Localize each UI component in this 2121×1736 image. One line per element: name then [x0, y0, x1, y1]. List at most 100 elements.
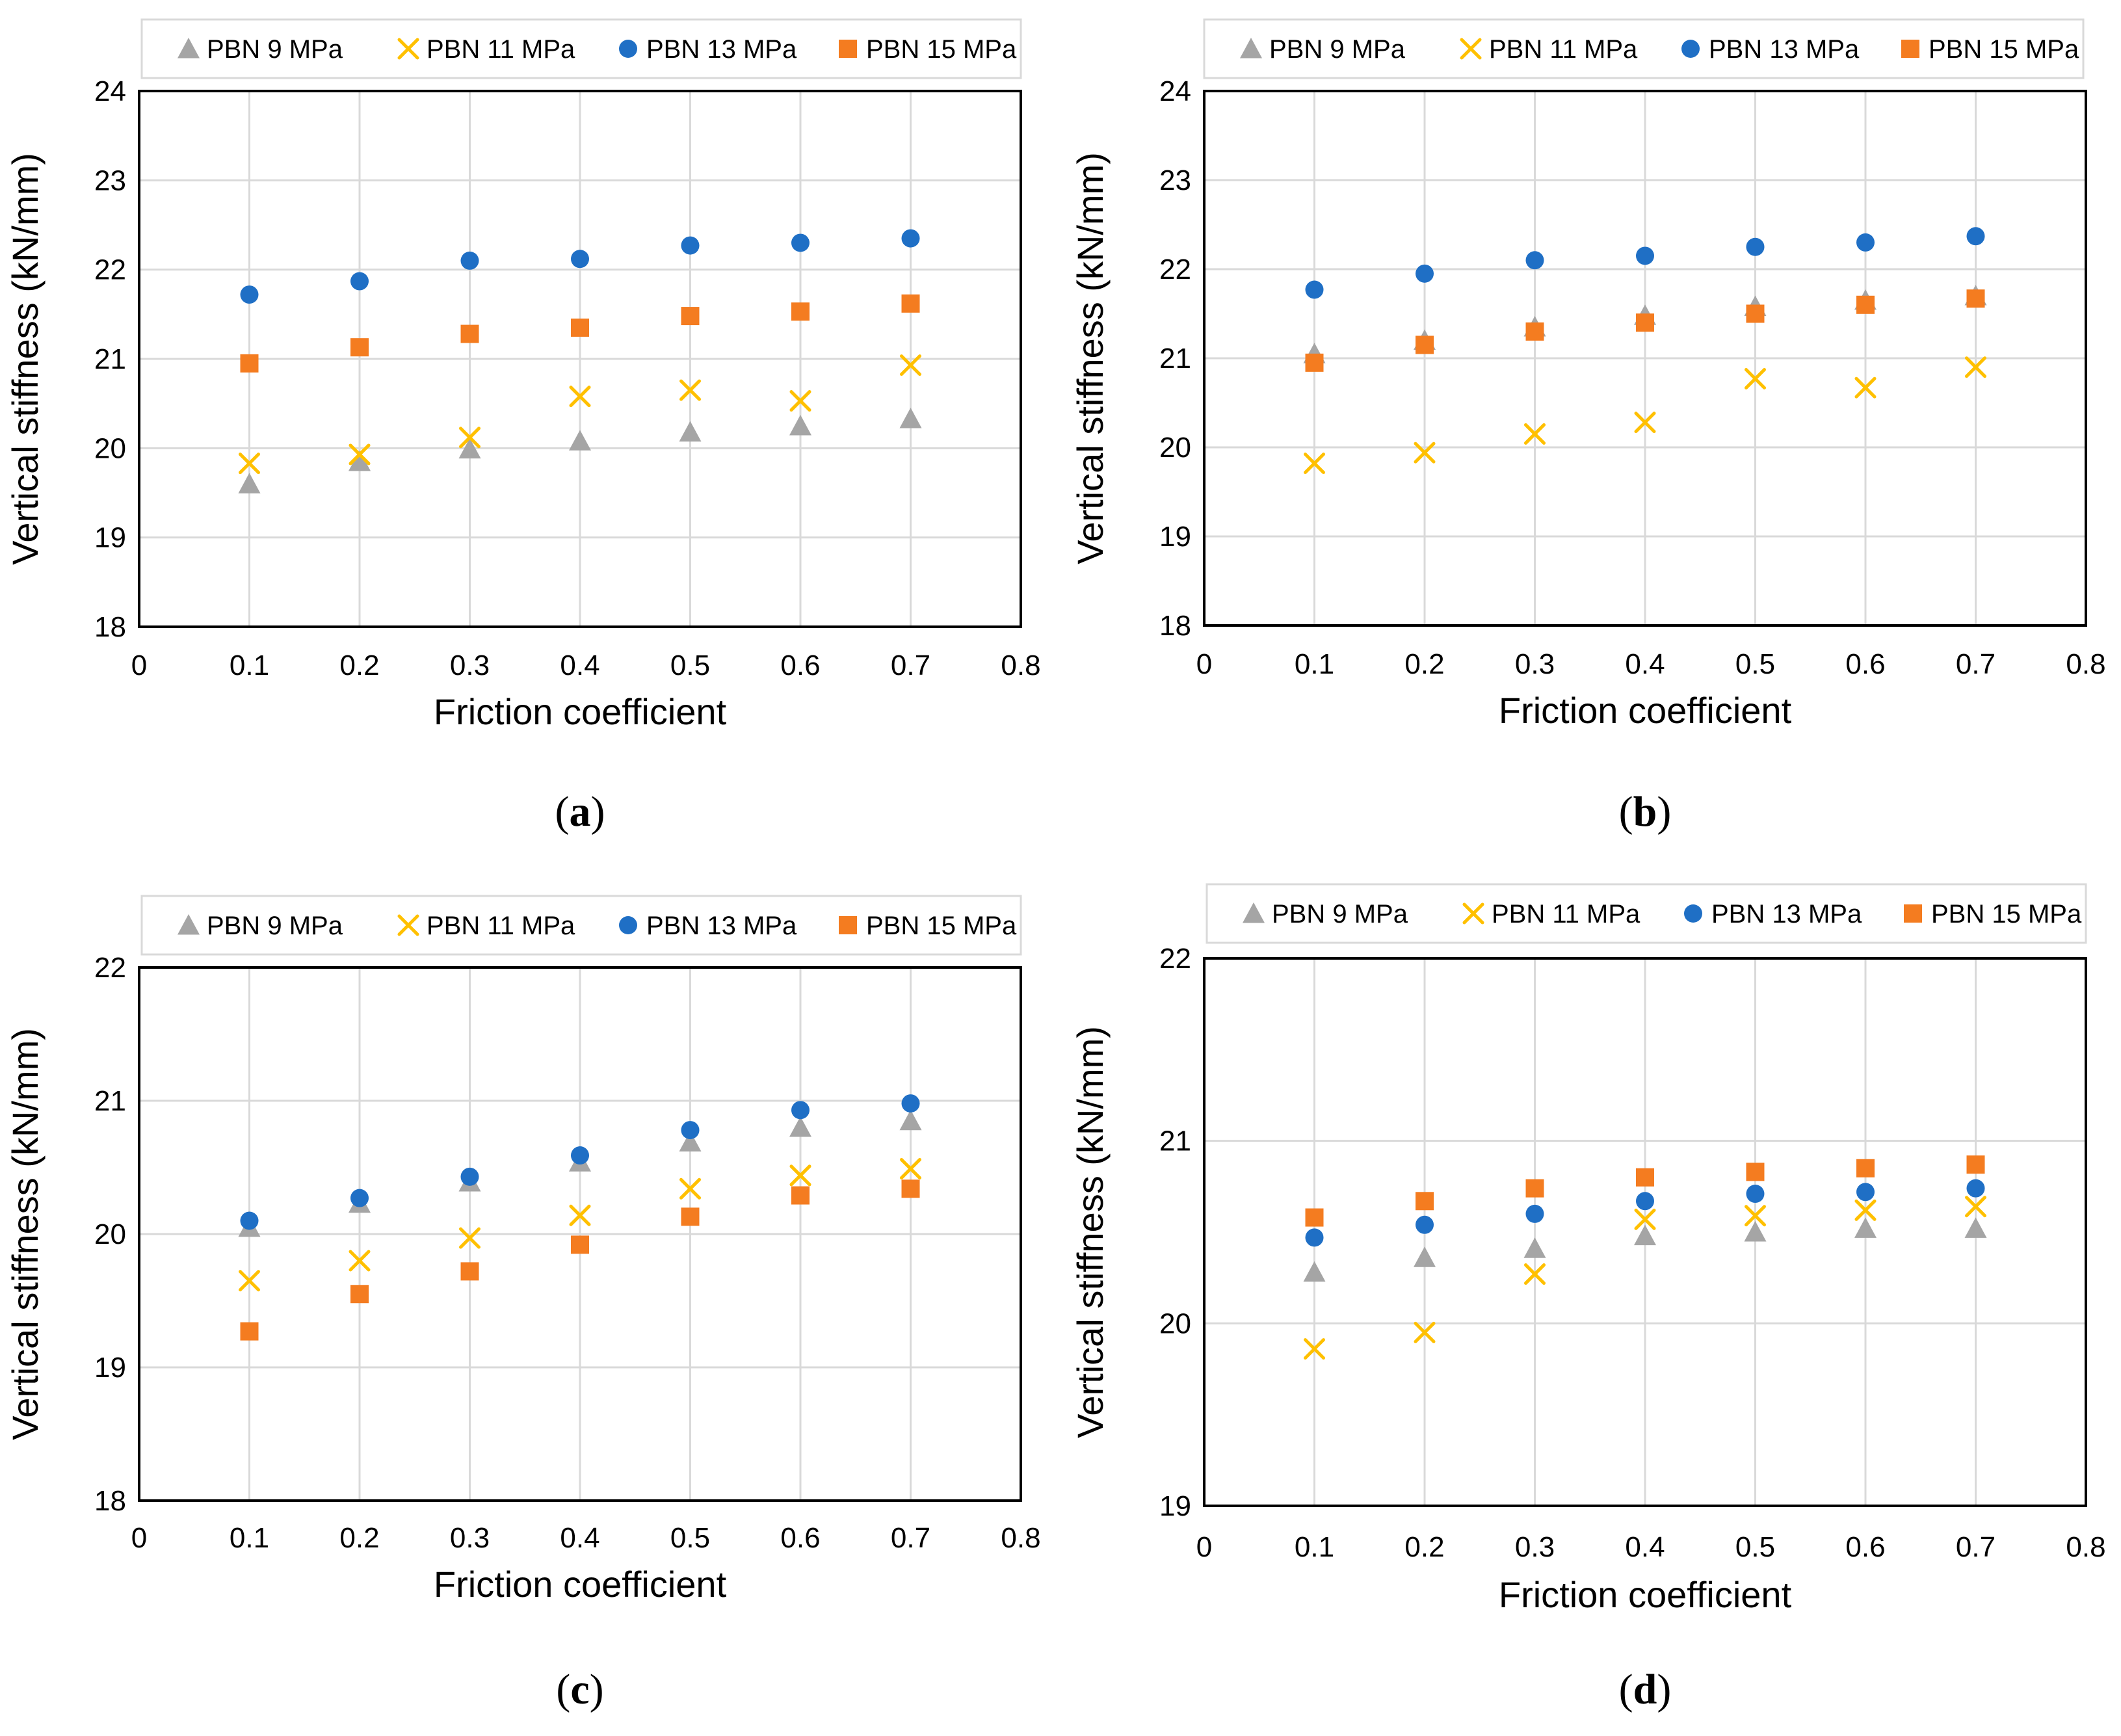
marker-stroke [569, 386, 591, 408]
x-tick-label: 0.4 [1625, 648, 1665, 680]
data-point [789, 1116, 811, 1137]
y-tick-label: 18 [94, 611, 126, 643]
x-axis-title: Friction coefficient [1499, 690, 1792, 731]
x-tick-label: 0 [131, 1522, 147, 1554]
legend-marker [1243, 902, 1265, 923]
data-point [901, 294, 920, 313]
x-axis-title: Friction coefficient [1499, 1574, 1792, 1615]
data-point [240, 354, 259, 373]
x-tick-label: 0.1 [230, 650, 269, 681]
panel-label-close: ) [1657, 788, 1671, 835]
data-point [1305, 1208, 1324, 1227]
data-point [349, 443, 371, 466]
plot-area-frame [1203, 90, 2087, 627]
y-tick-label: 24 [94, 75, 126, 107]
data-point [789, 1164, 811, 1187]
marker-stroke [459, 427, 481, 449]
marker-stroke [1414, 441, 1436, 464]
legend-box [1203, 18, 2085, 79]
data-point [460, 1167, 479, 1186]
series-pbn-15-mpa [1305, 289, 1985, 372]
panel-label: (a) [555, 788, 605, 835]
panel-label-open: ( [1619, 1666, 1633, 1713]
marker-stroke [459, 1227, 481, 1249]
x-tick-label: 0.6 [1845, 648, 1885, 680]
legend: PBN 9 MPa PBN 11 MPa PBN 13 MPa PBN 15 MPa [140, 18, 1022, 79]
marker-stroke [239, 453, 260, 475]
legend-marker [178, 38, 200, 59]
x-tick-label: 0.7 [891, 1522, 930, 1554]
data-point [350, 1285, 369, 1304]
marker-stroke [349, 1250, 371, 1272]
legend-entry-label: PBN 11 MPa [427, 912, 575, 940]
data-point [1416, 264, 1434, 283]
data-point [460, 324, 479, 343]
data-point [459, 1227, 481, 1249]
data-point [1416, 1192, 1434, 1211]
series-pbn-11-mpa [239, 354, 921, 475]
marker-stroke [900, 1158, 921, 1180]
marker-stroke [349, 443, 371, 466]
panel-label: (d) [1619, 1666, 1672, 1713]
x-tick-label: 0.6 [1845, 1531, 1885, 1563]
panel-label-letter: d [1633, 1666, 1657, 1713]
data-point [1303, 1261, 1326, 1282]
chart-panel-d: 19 20 21 22 0 0.1 0.2 0.3 0.4 0.5 0.6 0.7 0.8 Frictio… [1070, 883, 2106, 1713]
data-point [349, 450, 371, 471]
y-tick-label: 19 [94, 1352, 126, 1384]
data-point [901, 1094, 920, 1113]
x-tick-label: 0.8 [2066, 648, 2105, 680]
data-point [569, 1204, 591, 1226]
x-tick-label: 0.4 [560, 650, 599, 681]
data-point [1416, 1215, 1434, 1234]
marker-stroke [569, 1204, 591, 1226]
data-point [1966, 227, 1985, 246]
marker-stroke [900, 354, 921, 376]
panel-label-open: ( [556, 1666, 570, 1713]
y-tick-label: 23 [94, 164, 126, 196]
data-point [1856, 295, 1875, 314]
data-point [1636, 1168, 1654, 1187]
legend-marker [1681, 40, 1700, 58]
x-tick-label: 0.8 [1001, 650, 1040, 681]
marker-stroke [1854, 1199, 1877, 1221]
panel-label-letter: a [570, 788, 591, 835]
data-point [350, 338, 369, 357]
x-tick-label: 0.5 [670, 650, 710, 681]
data-point [679, 1177, 701, 1200]
legend-marker [1684, 904, 1702, 923]
y-tick-label: 22 [1159, 943, 1191, 975]
y-tick-label: 20 [94, 1218, 126, 1250]
series-pbn-15-mpa [240, 294, 920, 373]
data-point [681, 307, 700, 326]
data-point [1856, 1159, 1875, 1177]
series-pbn-13-mpa [1305, 227, 1985, 299]
series-pbn-11-mpa [1304, 1196, 1986, 1360]
data-point [569, 430, 591, 451]
panel-label-close: ) [590, 1666, 604, 1713]
data-point [681, 236, 700, 255]
legend-marker [839, 916, 857, 934]
data-point [1636, 1192, 1654, 1211]
data-point [789, 415, 811, 436]
data-point [1525, 251, 1544, 270]
x-tick-label: 0.3 [1515, 1531, 1555, 1563]
marker-stroke [1634, 412, 1656, 434]
legend-entry-label: PBN 9 MPa [207, 35, 343, 64]
y-tick-label: 20 [1159, 432, 1191, 464]
legend-entry-label: PBN 11 MPa [1489, 35, 1638, 64]
data-point [1305, 1228, 1324, 1247]
y-axis-title: Vertical stiffness (kN/mm) [1070, 1026, 1111, 1438]
data-point [901, 1179, 920, 1198]
legend-entry-label: PBN 13 MPa [1711, 900, 1862, 928]
panel-label-letter: c [570, 1666, 589, 1713]
data-point [1966, 289, 1985, 308]
panel-label: (b) [1619, 788, 1672, 835]
marker-stroke [1524, 1263, 1546, 1285]
x-tick-label: 0.6 [780, 650, 820, 681]
marker-stroke [1965, 356, 1986, 378]
legend-marker [1904, 904, 1922, 923]
plot-area-frame [138, 90, 1022, 628]
data-point [458, 438, 481, 459]
series-pbn-11-mpa [1304, 356, 1986, 475]
